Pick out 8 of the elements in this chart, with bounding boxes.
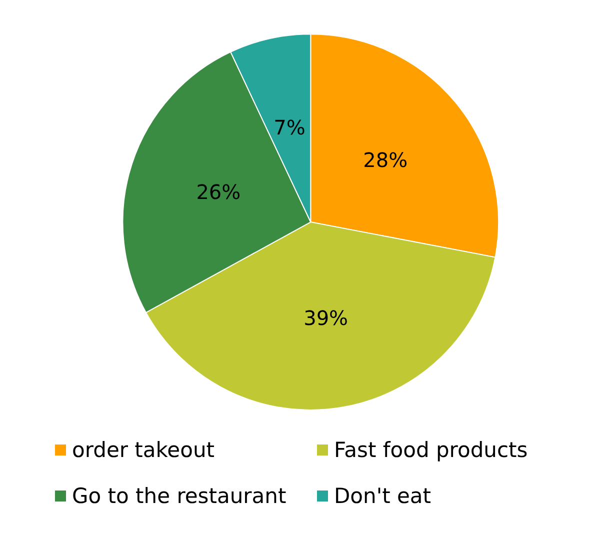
data-label: 28%: [363, 148, 408, 172]
legend-label: Go to the restaurant: [72, 484, 286, 508]
legend-label: Don't eat: [334, 484, 432, 508]
legend-label: order takeout: [72, 438, 214, 462]
data-label: 7%: [274, 115, 306, 140]
legend-label: Fast food products: [334, 438, 528, 462]
data-label: 26%: [196, 180, 241, 204]
data-label: 39%: [304, 306, 348, 330]
